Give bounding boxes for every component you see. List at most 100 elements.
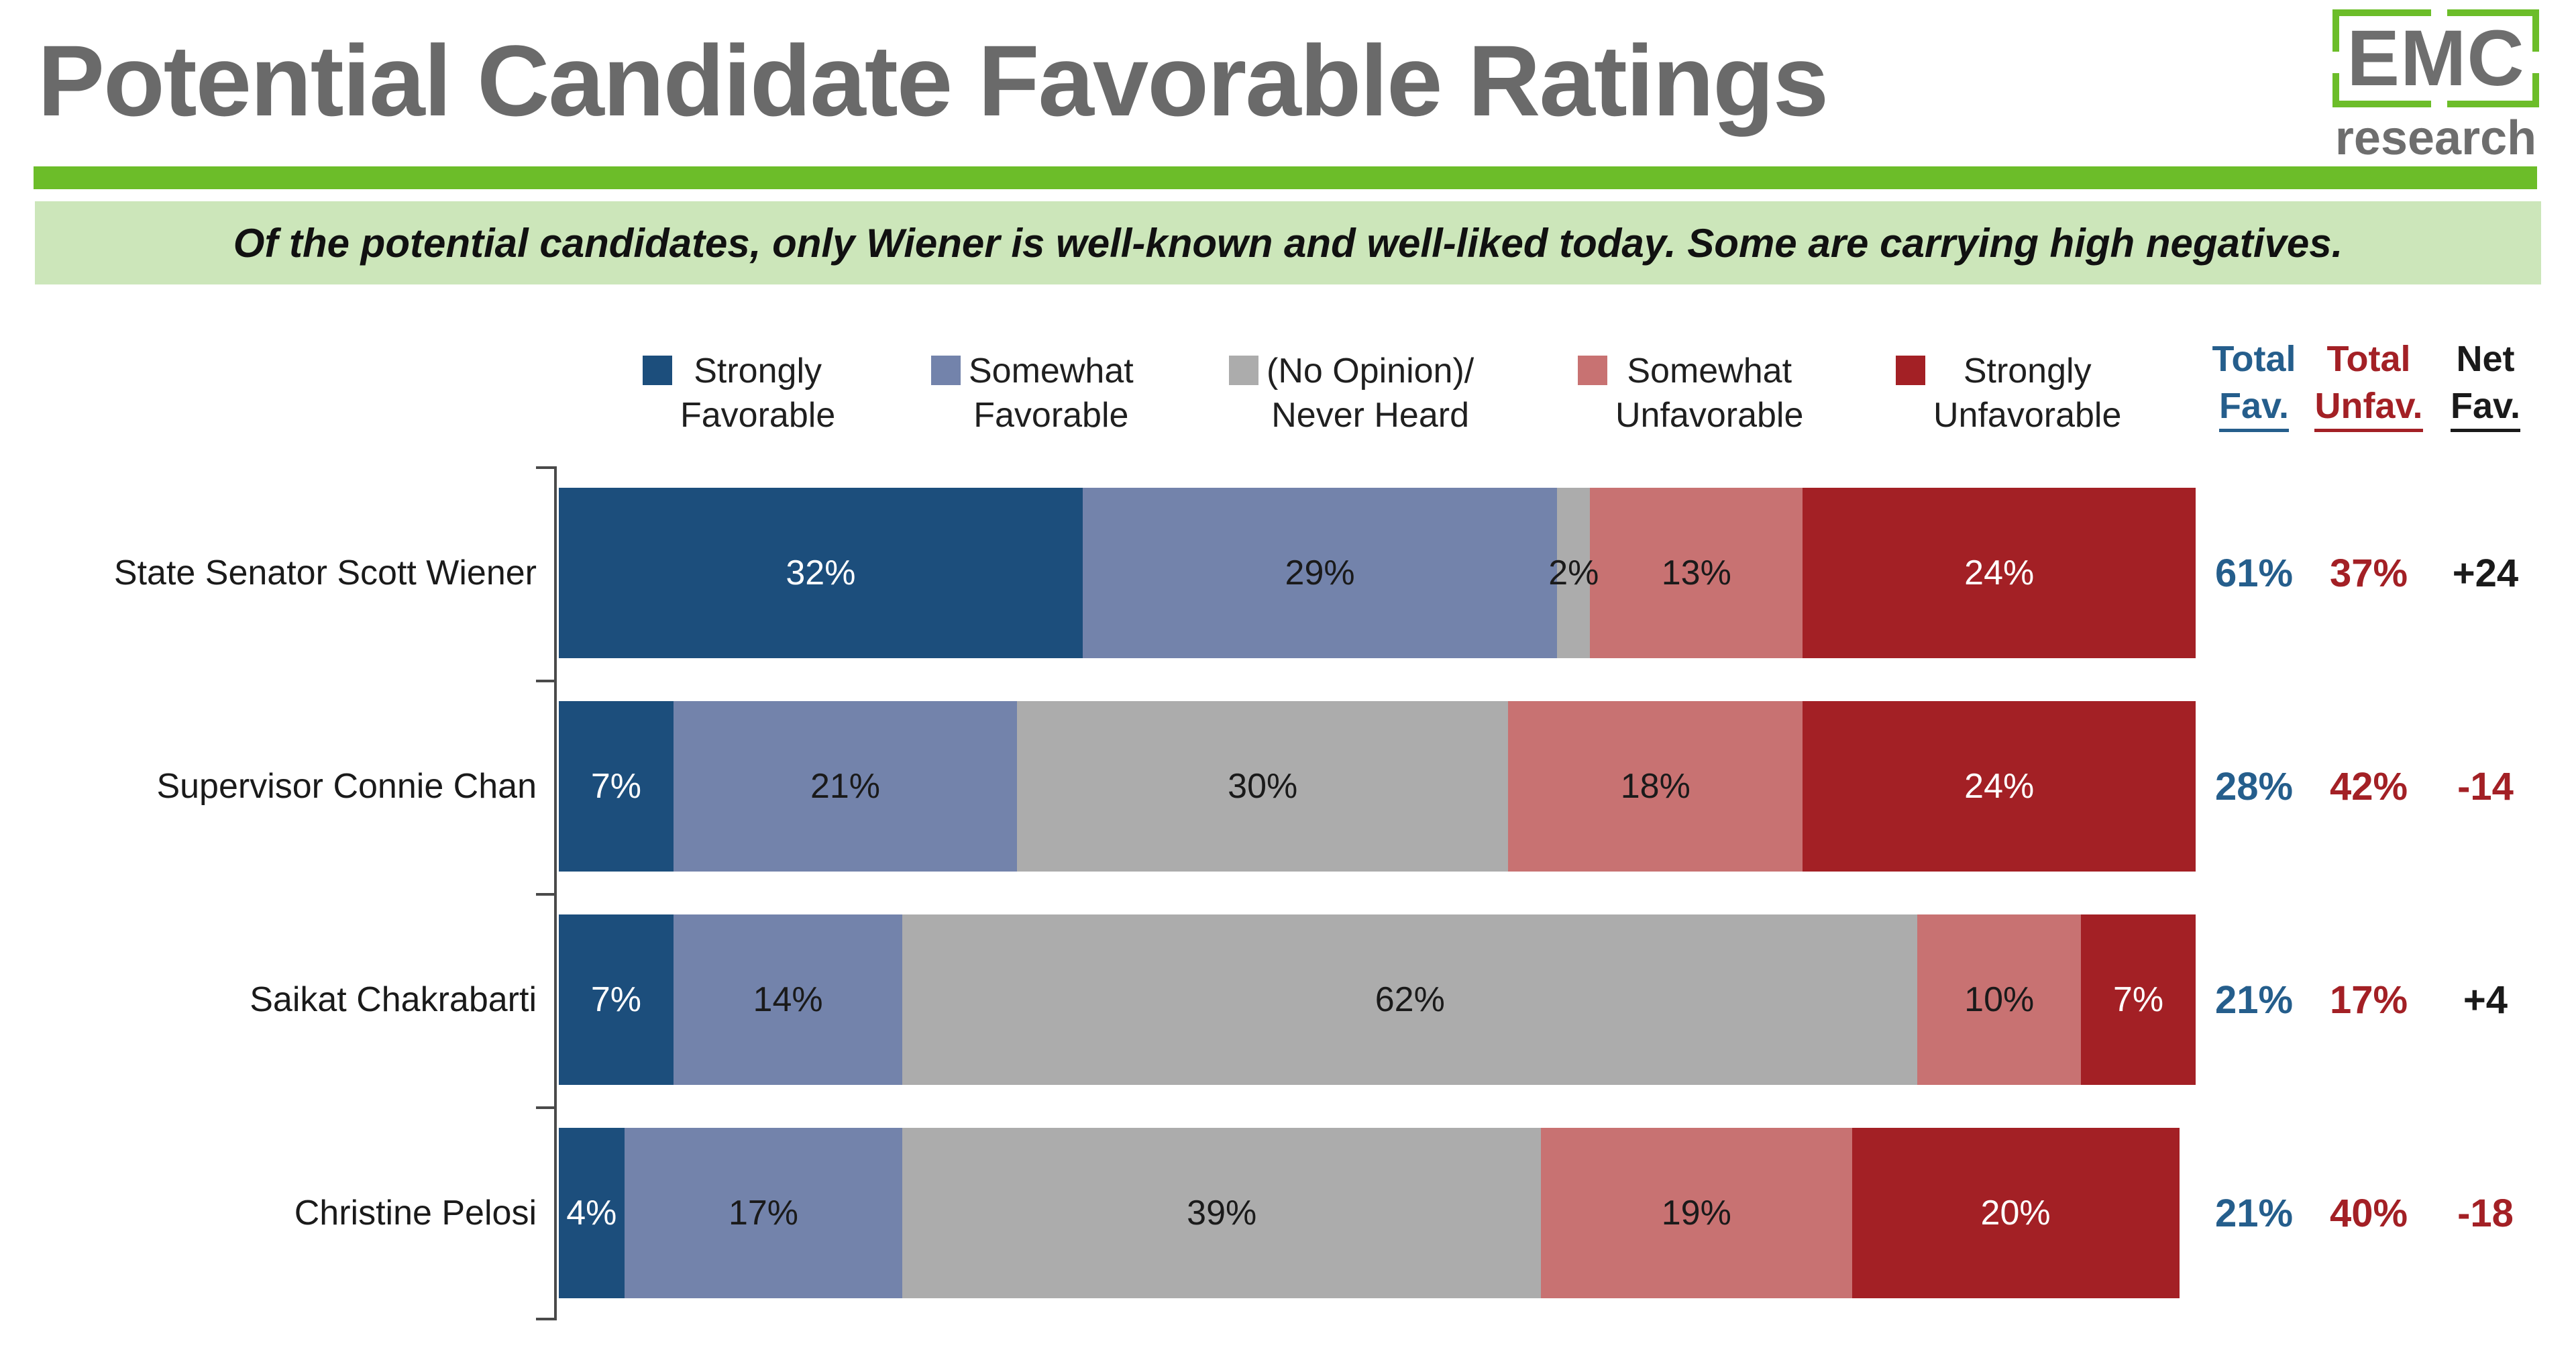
logo-emc-text: EMC	[2347, 14, 2525, 103]
legend-label-line: Strongly	[694, 352, 822, 390]
bar-segment-label: 24%	[1964, 767, 2035, 806]
bar-segment	[1803, 701, 2196, 872]
stacked-bar: 4% 17% 39% 19% 20%	[559, 1128, 2196, 1298]
legend-label: (No Opinion)/ Never Heard	[1267, 349, 1474, 437]
legend-swatch	[1578, 356, 1607, 385]
column-header-total-fav: Total Fav.	[2153, 335, 2355, 432]
green-divider-bar	[34, 166, 2537, 189]
legend-label-line: Strongly	[1963, 352, 2092, 390]
bar-segment-label: 62%	[1375, 980, 1445, 1019]
column-header-net-fav: Net Fav.	[2385, 335, 2576, 432]
bar-segment-label: 30%	[1228, 767, 1298, 806]
bar-segment-label: 4%	[566, 1194, 617, 1232]
net-fav-value: +24	[2452, 551, 2519, 595]
bar-segment	[673, 914, 903, 1085]
category-label: Christine Pelosi	[294, 1194, 537, 1232]
bar-segment	[1082, 488, 1558, 658]
net-fav-value: -18	[2457, 1191, 2514, 1235]
bar-segment	[1851, 1128, 2180, 1298]
axis-tick	[536, 893, 557, 896]
logo-bracket-gap	[2431, 9, 2447, 16]
logo-bracket-gap	[2332, 52, 2339, 73]
net-fav-value: -14	[2457, 764, 2514, 808]
total-fav-value: 28%	[2214, 764, 2294, 808]
column-header-line: Fav.	[2153, 382, 2355, 432]
bar-segment-label: 7%	[2113, 980, 2164, 1019]
bar-segment	[1508, 701, 1803, 872]
total-fav-value: 21%	[2214, 978, 2294, 1022]
legend-label-line: Unfavorable	[1615, 396, 1804, 435]
stacked-bar: 7% 14% 62% 10% 7%	[559, 914, 2196, 1085]
bar-segment-label: 14%	[753, 980, 823, 1019]
category-label: Saikat Chakrabarti	[250, 980, 537, 1019]
legend-label: Somewhat Unfavorable	[1615, 349, 1803, 437]
column-header-line: Total	[2212, 339, 2296, 379]
emc-research-logo: EMC research	[2332, 9, 2539, 162]
net-fav-value: +4	[2463, 978, 2508, 1022]
subtitle-banner: Of the potential candidates, only Wiener…	[35, 201, 2541, 284]
legend-label: Somewhat Favorable	[969, 349, 1134, 437]
legend-swatch	[1896, 356, 1925, 385]
bar-segment	[2081, 914, 2196, 1085]
bar-segment-label: 29%	[1285, 554, 1355, 592]
subtitle-text: Of the potential candidates, only Wiener…	[233, 220, 2343, 266]
bar-segment-label: 13%	[1661, 554, 1731, 592]
column-header-underlined-text: Unfav.	[2314, 386, 2423, 432]
logo-bracket-frame: EMC	[2332, 9, 2539, 107]
bar-segment	[559, 914, 674, 1085]
legend-item: Strongly Favorable	[643, 349, 835, 437]
bar-segment	[624, 1128, 903, 1298]
total-unfav-value: 42%	[2329, 764, 2408, 808]
total-unfav-value: 40%	[2329, 1191, 2408, 1235]
legend-swatch	[643, 356, 672, 385]
bar-segment	[1557, 488, 1591, 658]
column-header-line: Unfav.	[2268, 382, 2469, 432]
logo-bracket-gap	[2532, 52, 2539, 73]
logo-bracket-gap	[2431, 101, 2447, 107]
column-header-line: Total	[2326, 339, 2411, 379]
bar-segment	[1590, 488, 1803, 658]
axis-tick	[536, 466, 557, 469]
bar-segment-label: 39%	[1187, 1194, 1257, 1232]
page-title: Potential Candidate Favorable Ratings	[38, 24, 1829, 137]
axis-tick	[536, 680, 557, 682]
column-header-underlined-text: Fav.	[2450, 386, 2521, 432]
category-label: State Senator Scott Wiener	[113, 554, 537, 592]
bar-segment	[1541, 1128, 1852, 1298]
legend-swatch	[1229, 356, 1258, 385]
legend-label: Strongly Unfavorable	[1933, 349, 2121, 437]
bar-segment-label: 32%	[786, 554, 856, 592]
bar-segment	[559, 488, 1083, 658]
bar-segment-label: 7%	[590, 767, 641, 806]
legend-label-line: Favorable	[680, 396, 836, 435]
legend-label-line: Somewhat	[969, 352, 1134, 390]
column-header-line: Fav.	[2385, 382, 2576, 432]
legend-item: (No Opinion)/ Never Heard	[1229, 349, 1474, 437]
bar-segment-label: 24%	[1964, 554, 2035, 592]
bar-segment-label: 2%	[1548, 554, 1599, 592]
legend-label-line: Never Heard	[1271, 396, 1470, 435]
bar-segment	[902, 1128, 1541, 1298]
bar-segment	[673, 701, 1018, 872]
axis-tick	[536, 1318, 557, 1320]
legend-item: Somewhat Favorable	[931, 349, 1134, 437]
legend-swatch	[931, 356, 961, 385]
logo-research-text: research	[2334, 111, 2537, 165]
column-header-line: Net	[2456, 339, 2515, 379]
bar-segment-label: 17%	[728, 1194, 799, 1232]
bar-segment	[902, 914, 1918, 1085]
axis-tick	[536, 1106, 557, 1109]
legend-item: Somewhat Unfavorable	[1578, 349, 1803, 437]
legend-label-line: (No Opinion)/	[1267, 352, 1474, 390]
bar-segment-label: 18%	[1620, 767, 1690, 806]
legend-label-line: Favorable	[973, 396, 1129, 435]
bar-segment-label: 7%	[590, 980, 641, 1019]
bar-segment	[559, 1128, 625, 1298]
bar-segment-label: 10%	[1964, 980, 2035, 1019]
category-label: Supervisor Connie Chan	[156, 767, 537, 806]
bar-segment-label: 21%	[810, 767, 881, 806]
total-unfav-value: 17%	[2329, 978, 2408, 1022]
bar-segment	[1917, 914, 2082, 1085]
column-header-total-unfav: Total Unfav.	[2268, 335, 2469, 432]
